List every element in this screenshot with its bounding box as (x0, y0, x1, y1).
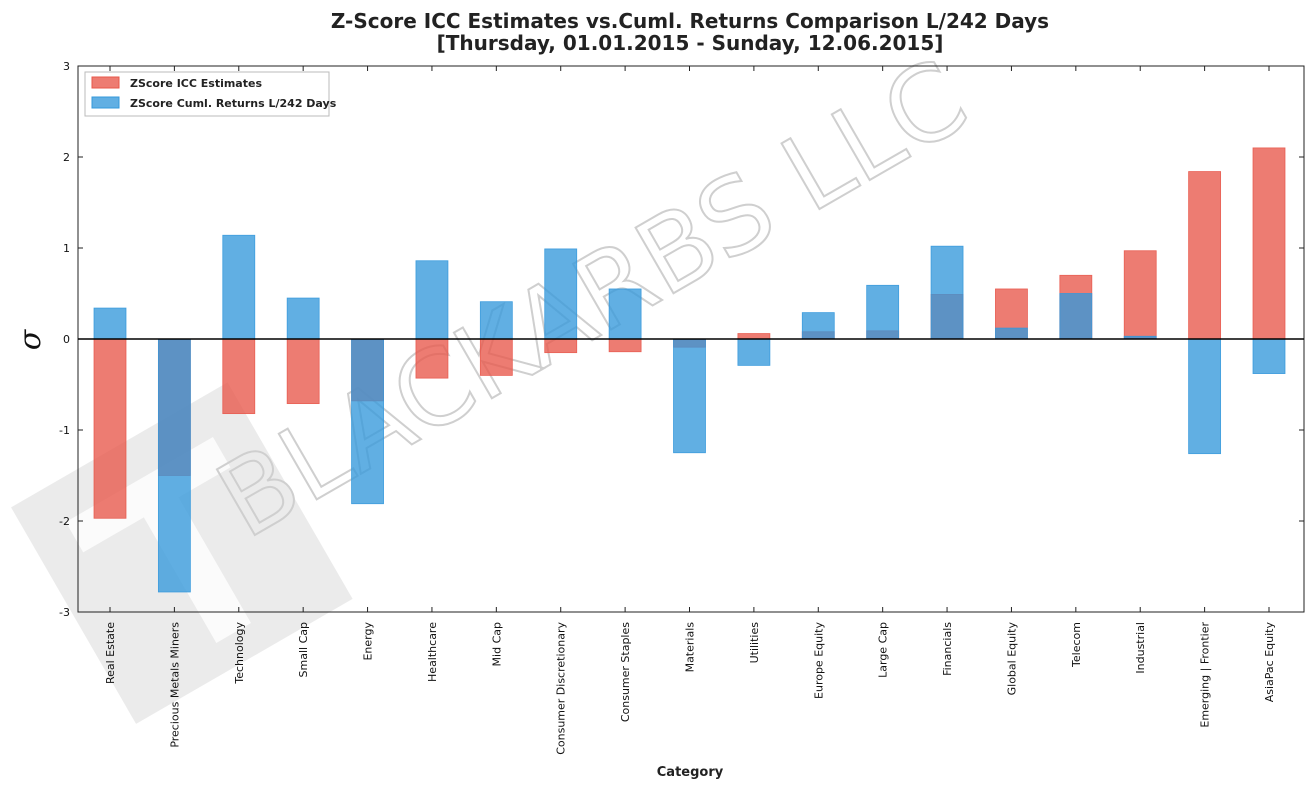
bar-icc-estimate (1123, 250, 1157, 340)
bar-cuml-return (351, 338, 384, 505)
bar-cuml-return (286, 297, 320, 340)
y-tick-label: 1 (63, 242, 70, 255)
bar-cuml-return (1059, 293, 1093, 340)
x-category-label: AsiaPac Equity (1263, 622, 1276, 703)
x-category-label: Precious Metals Miners (168, 622, 181, 748)
chart-subtitle: [Thursday, 01.01.2015 - Sunday, 12.06.20… (437, 31, 944, 55)
y-tick-label: 0 (63, 333, 70, 346)
x-category-label: Industrial (1134, 622, 1147, 674)
bar-cuml-return (995, 327, 1028, 340)
x-category-label: Emerging | Frontier (1199, 622, 1212, 728)
bars (93, 147, 1286, 593)
x-category-label: Financials (941, 622, 954, 676)
bar-icc-estimate (415, 338, 449, 379)
bar-cuml-return (157, 338, 191, 593)
x-category-label: Technology (233, 622, 246, 685)
bar-cuml-return (93, 307, 127, 340)
x-category-label: Global Equity (1005, 622, 1018, 696)
x-category-label: Consumer Discretionary (555, 622, 568, 755)
legend: ZScore ICC Estimates ZScore Cuml. Return… (84, 71, 337, 117)
x-category-label: Europe Equity (812, 622, 825, 699)
bar-icc-estimate (1252, 147, 1286, 340)
legend-box (84, 71, 330, 117)
x-category-label: Real Estate (104, 622, 117, 684)
y-tick-label: -2 (59, 515, 70, 528)
bar-cuml-return (1252, 338, 1286, 374)
x-category-label: Mid Cap (490, 622, 503, 666)
y-tick-label: 3 (63, 60, 70, 73)
watermark: BLACKARBS LLC (11, 35, 987, 724)
x-category-label: Small Cap (297, 622, 310, 677)
legend-label-returns: ZScore Cuml. Returns L/242 Days (130, 97, 337, 110)
bar-cuml-return (866, 284, 900, 340)
x-category-label: Telecom (1070, 622, 1083, 668)
bar-icc-estimate (544, 338, 578, 354)
x-category-label: Large Cap (877, 622, 890, 678)
bar-cuml-return (930, 245, 964, 340)
legend-swatch-returns (91, 96, 120, 109)
x-category-label: Utilities (748, 622, 761, 664)
bar-cuml-return (737, 338, 771, 366)
bar-icc-estimate (93, 338, 127, 519)
x-category-label: Materials (684, 622, 697, 673)
bar-icc-estimate (608, 338, 642, 353)
bar-cuml-return (1188, 338, 1222, 455)
y-tick-label: -1 (59, 424, 70, 437)
y-tick-label: -3 (59, 606, 70, 619)
bar-cuml-return (608, 288, 642, 340)
legend-swatch-icc (91, 76, 120, 89)
bar-icc-estimate (286, 338, 320, 405)
bar-icc-estimate (479, 338, 513, 376)
bar-icc-estimate (737, 333, 771, 340)
x-axis: Real Estate Precious Metals Miners Technol… (104, 66, 1276, 755)
bar-icc-estimate (1188, 171, 1222, 340)
bar-cuml-return (544, 248, 578, 340)
bar-cuml-return (415, 260, 449, 340)
bar-cuml-return (222, 234, 256, 340)
bar-cuml-return (801, 312, 835, 340)
x-category-label: Healthcare (426, 622, 439, 682)
x-axis-label: Category (657, 765, 724, 780)
x-category-label: Consumer Staples (619, 622, 632, 722)
legend-label-icc: ZScore ICC Estimates (130, 77, 262, 90)
x-category-label: Energy (362, 622, 375, 661)
bar-icc-estimate (222, 338, 256, 415)
y-tick-label: 2 (63, 151, 70, 164)
bar-cuml-return (673, 338, 706, 454)
y-axis-label: σ (13, 328, 48, 350)
chart-title: Z-Score ICC Estimates vs.Cuml. Returns C… (331, 9, 1049, 33)
bar-cuml-return (479, 301, 513, 340)
